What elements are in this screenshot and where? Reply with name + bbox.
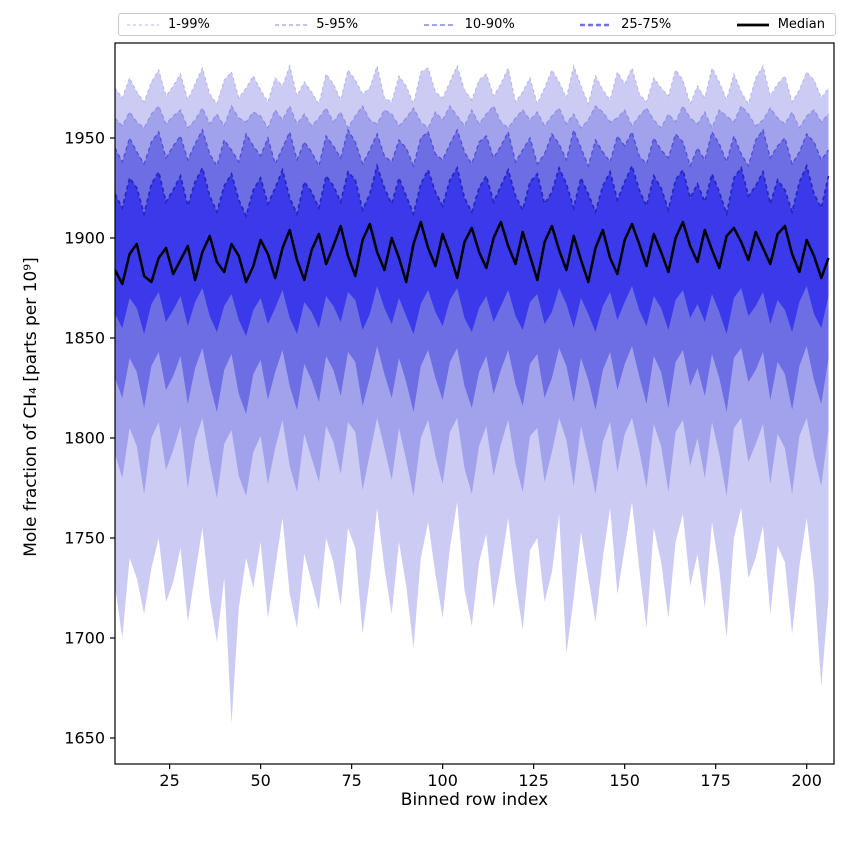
x-tick-label-50: 50: [250, 771, 270, 790]
x-tick-label-150: 150: [609, 771, 640, 790]
x-axis-title: Binned row index: [400, 790, 549, 810]
y-tick-label-1850: 1850: [64, 329, 105, 348]
y-tick-label-1700: 1700: [64, 629, 105, 648]
y-tick-label-1650: 1650: [64, 729, 105, 748]
y-tick-label-1750: 1750: [64, 529, 105, 548]
legend-line-sample: [423, 23, 456, 26]
legend-label: 5-95%: [316, 17, 359, 32]
x-tick-label-100: 100: [427, 771, 458, 790]
x-tick-label-25: 25: [159, 771, 179, 790]
y-tick-label-1950: 1950: [64, 129, 105, 148]
legend-label: Median: [777, 17, 825, 32]
legend-line-sample: [127, 24, 159, 25]
x-tick-label-175: 175: [700, 771, 731, 790]
x-tick-label-75: 75: [341, 771, 361, 790]
y-axis-title: Mole fraction of CH₄ [parts per 10⁹]: [21, 257, 41, 557]
legend-item-1-99: 1-99%: [126, 17, 210, 32]
legend-item-5-95: 5-95%: [274, 17, 358, 32]
band-edge-25-75: [115, 163, 830, 219]
y-tick-label-1800: 1800: [64, 429, 105, 448]
legend-label: 25-75%: [621, 17, 672, 32]
x-tick-label-125: 125: [518, 771, 549, 790]
y-tick-label-1900: 1900: [64, 229, 105, 248]
legend-item-10-90: 10-90%: [423, 17, 515, 32]
plot-frame: [114, 42, 835, 765]
legend-label: 10-90%: [464, 17, 515, 32]
legend-line-sample: [736, 23, 769, 26]
legend-label: 1-99%: [168, 17, 210, 32]
legend-item-25-75: 25-75%: [579, 17, 671, 32]
band-edge-5-95: [115, 104, 829, 130]
band-edge-10-90: [115, 127, 830, 169]
median-line: [115, 220, 830, 286]
x-tick-label-200: 200: [791, 771, 822, 790]
legend-line-sample: [275, 23, 308, 26]
legend-item-median: Median: [736, 17, 825, 32]
legend: 1-99% 5-95% 10-90% 25-75% Median: [118, 13, 836, 36]
band-fill-25-75: [115, 166, 829, 336]
band-edge-1-99: [115, 64, 829, 106]
legend-line-sample: [580, 23, 613, 26]
